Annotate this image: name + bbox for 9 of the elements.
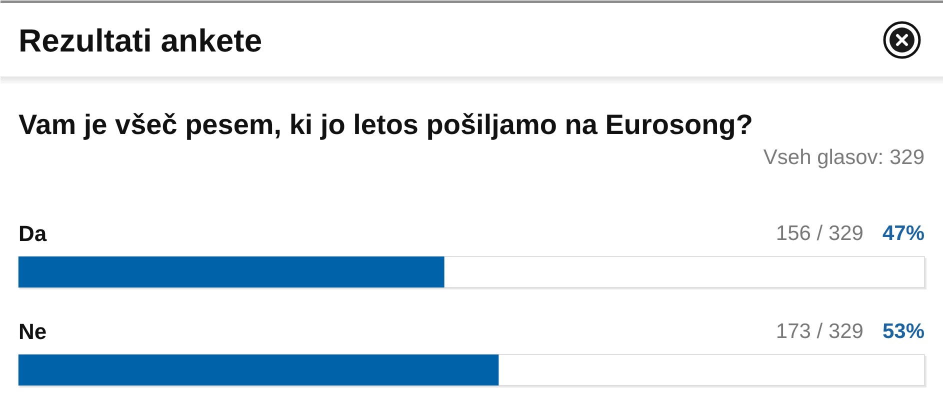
y-tick-label: Da bbox=[18, 221, 48, 246]
annotation: 173 / 329 bbox=[776, 320, 864, 343]
data-label: 53% bbox=[882, 320, 925, 343]
annotation: 156 / 329 bbox=[776, 222, 864, 245]
data-label: 47% bbox=[882, 222, 925, 245]
text: Vseh glasov: 329 bbox=[763, 146, 924, 169]
y-tick-label: Ne bbox=[18, 319, 47, 344]
chart-subtitle: Vam je všeč pesem, ki jo letos pošiljamo na Eurosong? bbox=[18, 109, 753, 140]
chart-title: Rezultati ankete bbox=[18, 22, 262, 58]
